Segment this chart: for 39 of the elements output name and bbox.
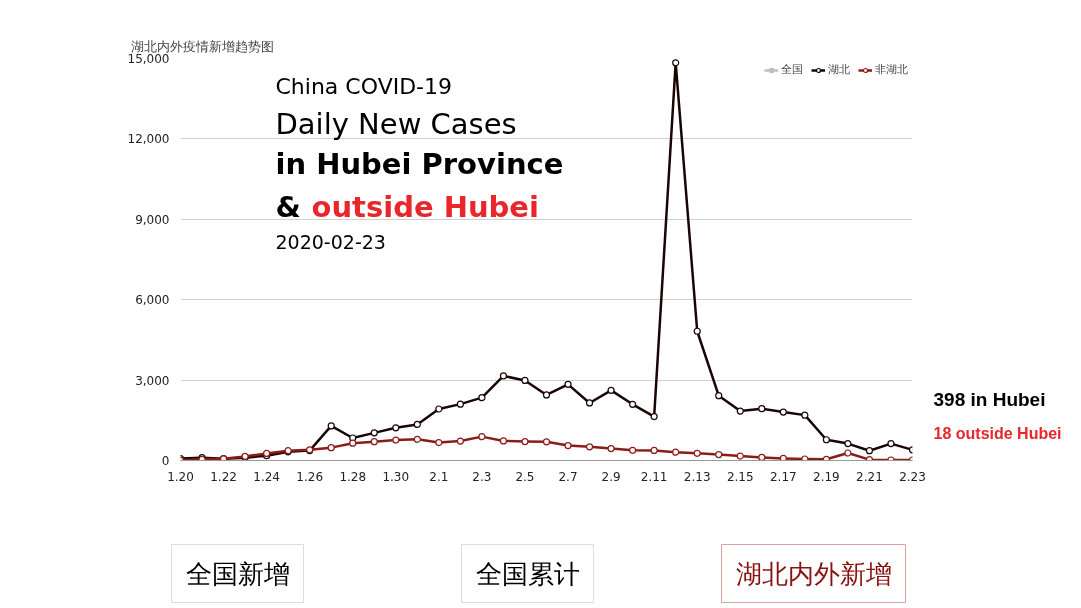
y-tick-label: 0 [161,454,170,468]
x-tick-label: 2.9 [601,469,621,484]
annotation: in Hubei Province [275,146,564,181]
legend-label: 非湖北 [875,62,908,77]
legend-label: 湖北 [828,62,850,77]
x-tick-label: 2.17 [769,469,797,484]
legend-label: 全国 [781,62,803,77]
annotation: 2020-02-23 [275,230,386,253]
x-tick-label: 2.3 [472,469,492,484]
text: 湖北内外新增 [735,558,892,589]
x-tick-label: 2.19 [813,469,840,484]
x-tick-label: 2.21 [856,469,883,484]
annotation: & [275,189,301,224]
x-tick-label: 1.30 [382,469,410,484]
x-tick-label: 1.20 [167,469,194,484]
x-tick-label: 2.23 [899,469,926,484]
x-tick-label: 2.1 [429,469,449,484]
x-tick-label: 2.7 [558,469,578,484]
annotation: 398 in Hubei [933,388,1046,410]
x-tick-label: 2.13 [683,469,711,484]
x-tick-label: 2.5 [515,469,535,484]
y-tick-label: 12,000 [127,132,170,147]
y-tick-label: 15,000 [127,52,170,66]
chart-title: 湖北内外疫情新增趋势图 [130,38,274,54]
x-tick-label: 1.26 [296,469,324,484]
y-tick-label: 3,000 [135,373,170,388]
x-tick-label: 1.22 [210,469,237,484]
y-tick-label: 6,000 [135,293,170,308]
annotation: 18 outside Hubei [933,425,1062,443]
x-tick-label: 2.11 [640,469,668,484]
annotation: outside Hubei [311,189,539,224]
y-tick-label: 9,000 [135,212,170,227]
annotation: Daily New Cases [275,106,517,141]
text: 全国新增 [185,558,290,589]
x-tick-label: 1.24 [253,469,280,484]
text: 全国累计 [475,558,580,589]
x-tick-label: 1.28 [339,469,367,484]
annotation: China COVID-19 [275,74,453,99]
x-tick-label: 2.15 [726,469,754,484]
